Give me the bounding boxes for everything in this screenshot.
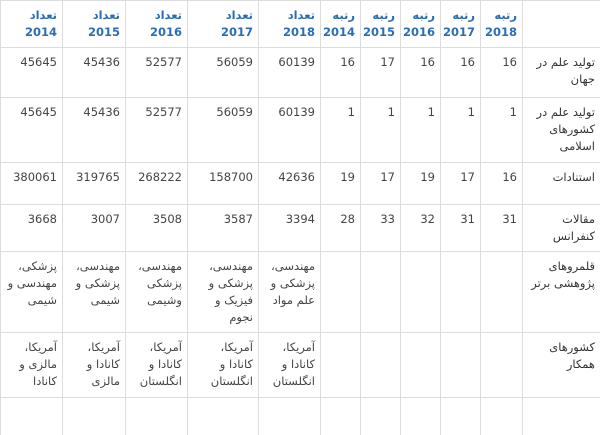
table-cell: مهندسی، پزشکی وشیمی	[125, 251, 188, 333]
table-cell	[320, 397, 361, 435]
table-cell: مهندسی، پزشکی و علم مواد	[258, 251, 321, 333]
table-cell	[480, 251, 523, 333]
table-cell: 1	[480, 97, 523, 163]
table-cell: 28	[320, 204, 361, 252]
table-cell	[187, 397, 259, 435]
header-cell	[522, 0, 600, 48]
table-cell: 45645	[0, 97, 63, 163]
table-cell	[0, 397, 63, 435]
table-cell	[320, 332, 361, 398]
table-cell: 56059	[187, 97, 259, 163]
row-label: قلمروهای پژوهشی برتر	[522, 251, 600, 333]
table-cell: 3394	[258, 204, 321, 252]
table-cell	[125, 397, 188, 435]
table-row: تولید علم در کشورهای اسلامی 1 1 1 1 1 60139 560…	[0, 97, 600, 163]
row-label: استنادات	[522, 162, 600, 205]
header-cell: رتبه 2018	[480, 0, 523, 48]
table-cell: 1	[320, 97, 361, 163]
header-cell: رتبه 2014	[320, 0, 361, 48]
table-cell: 52577	[125, 47, 188, 98]
table-row: استنادات 16 17 19 17 19 42636 158700 268222 31976…	[0, 162, 600, 205]
row-label: تولید علم در کشورهای اسلامی	[522, 97, 600, 163]
table-cell: 16	[480, 162, 523, 205]
table-cell	[400, 397, 441, 435]
header-cell: تعداد 2017	[187, 0, 259, 48]
table-cell	[360, 332, 401, 398]
table-row: کشورهای همکار آمریکا، کانادا و انگلستان آم…	[0, 332, 600, 398]
table-cell: آمریکا، کانادا و انگلستان	[125, 332, 188, 398]
row-label: مقالات کنفرانس	[522, 204, 600, 252]
table-cell: 17	[360, 162, 401, 205]
table-cell: 31	[440, 204, 481, 252]
table-row: مقالات کنفرانس 31 31 32 33 28 3394 3587 3508 3007…	[0, 204, 600, 252]
table-cell: 52577	[125, 97, 188, 163]
table-cell: 31	[480, 204, 523, 252]
header-cell: رتبه 2015	[360, 0, 401, 48]
table-cell: 3007	[62, 204, 126, 252]
header-cell: رتبه 2016	[400, 0, 441, 48]
table-cell	[400, 251, 441, 333]
table-cell: 19	[400, 162, 441, 205]
header-cell: تعداد 2018	[258, 0, 321, 48]
table-cell	[440, 397, 481, 435]
table-cell: آمریکا، کانادا و انگلستان	[258, 332, 321, 398]
table-cell	[62, 397, 126, 435]
table-cell: 17	[360, 47, 401, 98]
table-cell: 3587	[187, 204, 259, 252]
table-cell: 33	[360, 204, 401, 252]
table-cell	[480, 332, 523, 398]
table-cell	[320, 251, 361, 333]
table-cell: 16	[400, 47, 441, 98]
table-cell	[440, 251, 481, 333]
table-cell: 16	[440, 47, 481, 98]
table-cell: آمریکا، مالزی و کانادا	[0, 332, 63, 398]
table-cell: 60139	[258, 97, 321, 163]
table-cell: 45436	[62, 47, 126, 98]
table-cell: 19	[320, 162, 361, 205]
table-cell: 16	[480, 47, 523, 98]
row-label	[522, 397, 600, 435]
table-cell: 3508	[125, 204, 188, 252]
table-cell	[360, 251, 401, 333]
table-cell: پزشکی، مهندسی و شیمی	[0, 251, 63, 333]
table-cell: 1	[360, 97, 401, 163]
table-row: تولید علم در جهان 16 16 16 17 16 60139 56059 525…	[0, 47, 600, 98]
table-row	[0, 397, 600, 435]
table-cell	[258, 397, 321, 435]
row-label: تولید علم در جهان	[522, 47, 600, 98]
table-cell: 3668	[0, 204, 63, 252]
table-cell: 45436	[62, 97, 126, 163]
table-cell: آمریکا، کانادا و انگلستان	[187, 332, 259, 398]
header-cell: تعداد 2015	[62, 0, 126, 48]
table-cell	[360, 397, 401, 435]
header-cell: تعداد 2014	[0, 0, 63, 48]
table-cell	[400, 332, 441, 398]
table-cell	[440, 332, 481, 398]
table-cell: مهندسی، پزشکی و فیزیک و نجوم	[187, 251, 259, 333]
table-cell: 60139	[258, 47, 321, 98]
row-label: کشورهای همکار	[522, 332, 600, 398]
table-cell: 16	[320, 47, 361, 98]
table-cell: آمریکا، کانادا و مالزی	[62, 332, 126, 398]
table-cell: 158700	[187, 162, 259, 205]
table-cell: مهندسی، پزشکی و شیمی	[62, 251, 126, 333]
table-cell: 1	[400, 97, 441, 163]
table-cell: 268222	[125, 162, 188, 205]
table-cell: 42636	[258, 162, 321, 205]
table-cell: 380061	[0, 162, 63, 205]
table-cell	[480, 397, 523, 435]
header-cell: تعداد 2016	[125, 0, 188, 48]
table-cell: 56059	[187, 47, 259, 98]
table-cell: 45645	[0, 47, 63, 98]
header-cell: رتبه 2017	[440, 0, 481, 48]
table-cell: 32	[400, 204, 441, 252]
table-cell: 17	[440, 162, 481, 205]
header-row: رتبه 2018 رتبه 2017 رتبه 2016 رتبه 2015 رتبه…	[0, 0, 600, 48]
table-row: قلمروهای پژوهشی برتر مهندسی، پزشکی و علم …	[0, 251, 600, 333]
table-cell: 319765	[62, 162, 126, 205]
table-cell: 1	[440, 97, 481, 163]
